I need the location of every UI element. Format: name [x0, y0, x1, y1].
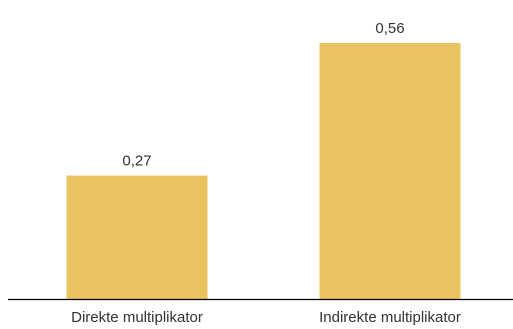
- bar-1: [66, 175, 208, 299]
- bars-group: [66, 43, 461, 299]
- bar-2: [319, 43, 461, 299]
- category-label-2: Indirekte multiplikator: [319, 309, 461, 326]
- value-label-2: 0,56: [375, 20, 404, 37]
- value-labels-group: 0,27 0,56: [122, 20, 404, 170]
- category-labels-group: Direkte multiplikator Indirekte multiplik…: [71, 309, 461, 326]
- value-label-1: 0,27: [122, 153, 151, 170]
- category-label-1: Direkte multiplikator: [71, 309, 203, 326]
